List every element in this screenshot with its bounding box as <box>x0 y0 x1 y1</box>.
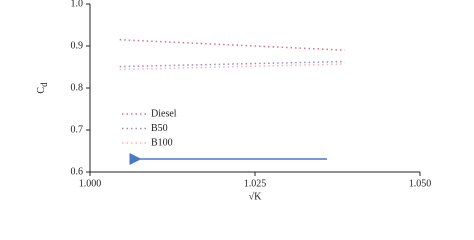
y-axis-label: Cd <box>36 82 49 94</box>
y-tick-label: 0.7 <box>71 124 84 135</box>
y-tick-label: 0.8 <box>71 82 84 93</box>
legend-label: B50 <box>151 123 168 134</box>
x-tick-label: 1.050 <box>409 178 432 189</box>
x-axis-label: √K <box>249 191 262 202</box>
y-tick-label: 0.6 <box>71 166 84 177</box>
y-axis-label-main: C <box>36 87 47 94</box>
x-tick-label: 1.000 <box>79 178 102 189</box>
legend-label: Diesel <box>151 108 177 119</box>
legend-label: B100 <box>151 137 173 148</box>
line <box>119 63 345 71</box>
line <box>119 60 345 68</box>
y-tick-label: 1.0 <box>71 0 84 9</box>
x-tick-label: 1.025 <box>244 178 267 189</box>
line <box>119 38 345 51</box>
y-tick-label: 0.9 <box>71 40 84 51</box>
chart: √K Cd 0.6 0.7 0.8 0.9 1.0 1.000 1.025 1.050 Dies… <box>36 0 432 202</box>
y-axis-label-sub: d <box>39 82 49 87</box>
